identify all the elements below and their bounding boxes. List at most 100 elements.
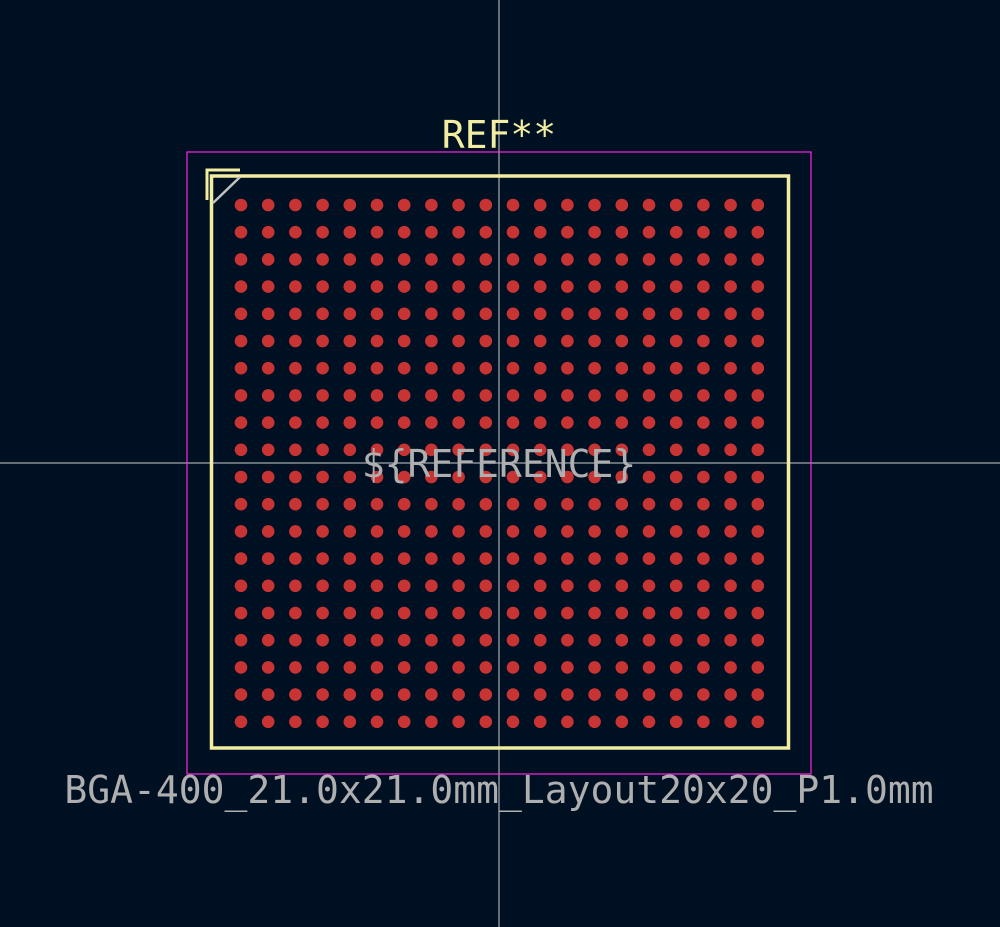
pad[interactable]	[724, 470, 737, 484]
pad[interactable]	[642, 552, 656, 565]
pad[interactable]	[615, 579, 629, 593]
pad[interactable]	[724, 225, 737, 239]
pad[interactable]	[234, 198, 248, 212]
pad[interactable]	[452, 579, 465, 593]
pad[interactable]	[561, 688, 574, 701]
pad[interactable]	[588, 633, 601, 647]
pad[interactable]	[588, 416, 601, 429]
pad[interactable]	[261, 280, 275, 293]
pad[interactable]	[397, 470, 411, 484]
pad[interactable]	[479, 633, 493, 647]
pad[interactable]	[425, 525, 438, 538]
pad[interactable]	[533, 470, 547, 484]
pad[interactable]	[561, 497, 574, 511]
pad[interactable]	[452, 253, 465, 266]
pad[interactable]	[452, 525, 465, 538]
pad[interactable]	[234, 579, 248, 593]
pad[interactable]	[751, 633, 765, 647]
pad[interactable]	[234, 443, 248, 457]
pad[interactable]	[751, 389, 765, 402]
pad[interactable]	[751, 715, 765, 729]
pad[interactable]	[561, 198, 574, 212]
pad[interactable]	[316, 715, 329, 729]
pad[interactable]	[697, 389, 710, 402]
pad[interactable]	[261, 497, 275, 511]
pad[interactable]	[370, 579, 384, 593]
pad[interactable]	[452, 389, 465, 402]
pad[interactable]	[261, 443, 275, 457]
pad[interactable]	[642, 225, 656, 239]
pad[interactable]	[397, 633, 411, 647]
pad[interactable]	[397, 525, 411, 538]
pad[interactable]	[697, 497, 710, 511]
pad[interactable]	[343, 606, 357, 620]
pad[interactable]	[452, 416, 465, 429]
pad[interactable]	[506, 715, 520, 729]
pad[interactable]	[316, 280, 329, 293]
pad[interactable]	[751, 688, 765, 701]
pad[interactable]	[669, 606, 683, 620]
pad[interactable]	[397, 661, 411, 674]
pad[interactable]	[724, 253, 737, 266]
pad[interactable]	[370, 688, 384, 701]
pad[interactable]	[561, 225, 574, 239]
pad[interactable]	[234, 661, 248, 674]
pad[interactable]	[615, 225, 629, 239]
pad[interactable]	[751, 470, 765, 484]
pad[interactable]	[669, 253, 683, 266]
pad[interactable]	[669, 307, 683, 321]
pad[interactable]	[261, 661, 275, 674]
pad[interactable]	[697, 606, 710, 620]
pad[interactable]	[615, 307, 629, 321]
pad[interactable]	[316, 389, 329, 402]
pad[interactable]	[588, 280, 601, 293]
pad[interactable]	[561, 389, 574, 402]
pad[interactable]	[425, 715, 438, 729]
pad[interactable]	[697, 579, 710, 593]
pad[interactable]	[234, 253, 248, 266]
pad[interactable]	[425, 416, 438, 429]
pad[interactable]	[506, 606, 520, 620]
pad[interactable]	[370, 361, 384, 375]
pad[interactable]	[751, 525, 765, 538]
pad[interactable]	[588, 198, 601, 212]
pad[interactable]	[533, 334, 547, 348]
pad[interactable]	[234, 280, 248, 293]
pad[interactable]	[425, 307, 438, 321]
pad[interactable]	[343, 443, 357, 457]
pad[interactable]	[669, 633, 683, 647]
pad[interactable]	[751, 361, 765, 375]
pad[interactable]	[697, 416, 710, 429]
pad[interactable]	[533, 661, 547, 674]
pad[interactable]	[343, 579, 357, 593]
pad[interactable]	[452, 688, 465, 701]
pad[interactable]	[425, 361, 438, 375]
pad[interactable]	[343, 497, 357, 511]
pad[interactable]	[261, 579, 275, 593]
pad[interactable]	[425, 633, 438, 647]
pad[interactable]	[506, 688, 520, 701]
pad[interactable]	[642, 307, 656, 321]
pad[interactable]	[370, 661, 384, 674]
pad[interactable]	[669, 688, 683, 701]
pad[interactable]	[506, 361, 520, 375]
pad[interactable]	[642, 497, 656, 511]
pad[interactable]	[425, 334, 438, 348]
pad[interactable]	[561, 661, 574, 674]
pad[interactable]	[588, 361, 601, 375]
pad[interactable]	[751, 225, 765, 239]
pad[interactable]	[452, 633, 465, 647]
pad[interactable]	[506, 552, 520, 565]
pad[interactable]	[642, 280, 656, 293]
pad[interactable]	[642, 416, 656, 429]
pad[interactable]	[479, 307, 493, 321]
pad[interactable]	[615, 253, 629, 266]
pad[interactable]	[724, 715, 737, 729]
pad[interactable]	[669, 661, 683, 674]
pad[interactable]	[561, 416, 574, 429]
pad[interactable]	[316, 688, 329, 701]
reference-label[interactable]: REF**	[442, 113, 556, 157]
pad[interactable]	[289, 525, 302, 538]
pad[interactable]	[234, 334, 248, 348]
pad[interactable]	[724, 198, 737, 212]
